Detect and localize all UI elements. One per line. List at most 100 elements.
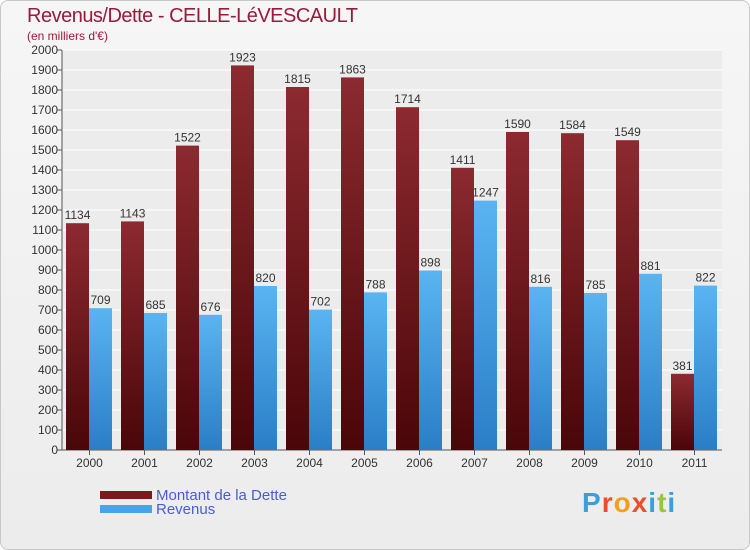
y-tick-label: 800: [38, 283, 58, 297]
proxiti-logo: Proxiti: [582, 487, 676, 519]
logo-letter: i: [667, 487, 677, 518]
bar-dette: [506, 132, 529, 450]
legend-swatch-revenus: [100, 505, 152, 513]
y-tick-label: 1600: [31, 123, 58, 137]
bars: [66, 65, 717, 451]
bar-dette: [121, 221, 144, 450]
y-tick-label: 1500: [31, 143, 58, 157]
data-label-dette: 1923: [229, 50, 256, 64]
data-label-revenus: 702: [310, 295, 330, 309]
chart-title: Revenus/Dette - CELLE-LéVESCAULT: [27, 5, 358, 27]
bar-dette: [66, 223, 89, 450]
data-label-dette: 1815: [284, 72, 311, 86]
bar-revenus: [89, 308, 112, 450]
data-label-revenus: 788: [365, 277, 385, 291]
data-label-dette: 1143: [120, 206, 146, 220]
data-label-revenus: 822: [695, 271, 715, 285]
bar-revenus: [309, 309, 332, 450]
data-label-revenus: 709: [90, 293, 110, 307]
bar-revenus: [199, 314, 222, 450]
bar-dette: [451, 167, 474, 451]
logo-letter: t: [657, 487, 668, 518]
logo-letter: o: [613, 487, 632, 518]
bar-revenus: [254, 286, 277, 450]
bar-revenus: [474, 200, 497, 450]
x-tick-label: 2006: [406, 456, 433, 470]
data-label-dette: 381: [672, 359, 692, 373]
data-label-revenus: 785: [585, 278, 605, 292]
data-label-dette: 1863: [339, 62, 366, 76]
y-tick-label: 2000: [31, 43, 58, 57]
y-tick-label: 1000: [31, 243, 58, 257]
axes: 0 100 200 300 400 500 600 700 800 900 1000 1100 1200…: [31, 43, 722, 470]
bar-dette: [176, 145, 199, 450]
chart-subtitle: (en milliers d'€): [27, 29, 108, 43]
x-tick-label: 2000: [76, 456, 103, 470]
y-tick-label: 400: [38, 363, 58, 377]
bar-dette: [616, 140, 639, 450]
bar-dette: [286, 87, 309, 450]
bar-dette: [396, 107, 419, 450]
y-tick-label: 0: [51, 443, 58, 457]
data-label-dette: 1590: [504, 117, 531, 131]
data-label-revenus: 898: [420, 255, 440, 269]
logo-letter: P: [582, 487, 602, 518]
data-label-revenus: 685: [145, 298, 165, 312]
x-tick-label: 2001: [131, 456, 158, 470]
data-label-dette: 1134: [65, 208, 91, 222]
y-tick-label: 1100: [32, 223, 58, 237]
y-tick-label: 1300: [31, 183, 58, 197]
y-tick-label: 500: [38, 343, 58, 357]
legend-label-revenus: Revenus: [156, 501, 215, 518]
data-label-revenus: 881: [640, 259, 660, 273]
legend-label-dette: Montant de la Dette: [156, 487, 287, 504]
logo-letter: x: [631, 487, 649, 518]
x-tick-label: 2009: [571, 456, 598, 470]
y-tick-label: 300: [38, 383, 58, 397]
data-label-dette: 1549: [614, 125, 641, 139]
x-tick-label: 2011: [682, 456, 708, 470]
y-tick-label: 200: [38, 403, 58, 417]
bar-revenus: [639, 273, 662, 450]
bar-revenus: [694, 285, 717, 450]
x-tick-label: 2002: [186, 456, 213, 470]
x-tick-label: 2007: [461, 456, 488, 470]
data-labels: 1134 709 1143 685 1522 676 1923 820 1815 702 1863 7…: [65, 50, 716, 372]
bar-dette: [341, 77, 364, 451]
bar-dette: [561, 133, 584, 450]
y-tick-label: 1200: [31, 203, 58, 217]
data-label-dette: 1584: [559, 118, 586, 132]
x-tick-label: 2010: [626, 456, 653, 470]
x-tick-label: 2004: [296, 456, 323, 470]
data-label-dette: 1411: [450, 153, 476, 167]
bar-revenus: [584, 293, 607, 450]
bar-revenus: [144, 313, 167, 450]
x-tick-label: 2003: [241, 456, 268, 470]
grid-lines: [62, 49, 722, 451]
data-label-revenus: 820: [255, 271, 275, 285]
logo-letter: r: [601, 487, 614, 518]
y-tick-label: 1900: [31, 63, 58, 77]
bar-revenus: [529, 286, 552, 450]
y-tick-label: 900: [38, 263, 58, 277]
y-tick-label: 1700: [31, 103, 58, 117]
bar-revenus: [364, 292, 387, 450]
bar-dette: [671, 373, 694, 450]
bar-revenus: [419, 270, 442, 450]
legend-swatch-dette: [100, 491, 152, 499]
x-tick-label: 2008: [516, 456, 543, 470]
data-label-dette: 1522: [174, 131, 201, 145]
logo-letter: i: [648, 487, 658, 518]
data-label-revenus: 816: [530, 272, 550, 286]
data-label-dette: 1714: [394, 92, 421, 106]
y-tick-label: 1800: [31, 83, 58, 97]
data-label-revenus: 1247: [472, 186, 499, 200]
x-tick-label: 2005: [351, 456, 378, 470]
y-tick-label: 600: [38, 323, 58, 337]
y-tick-label: 1400: [31, 163, 58, 177]
bar-dette: [231, 65, 254, 451]
data-label-revenus: 676: [200, 300, 220, 314]
y-tick-label: 100: [38, 423, 58, 437]
